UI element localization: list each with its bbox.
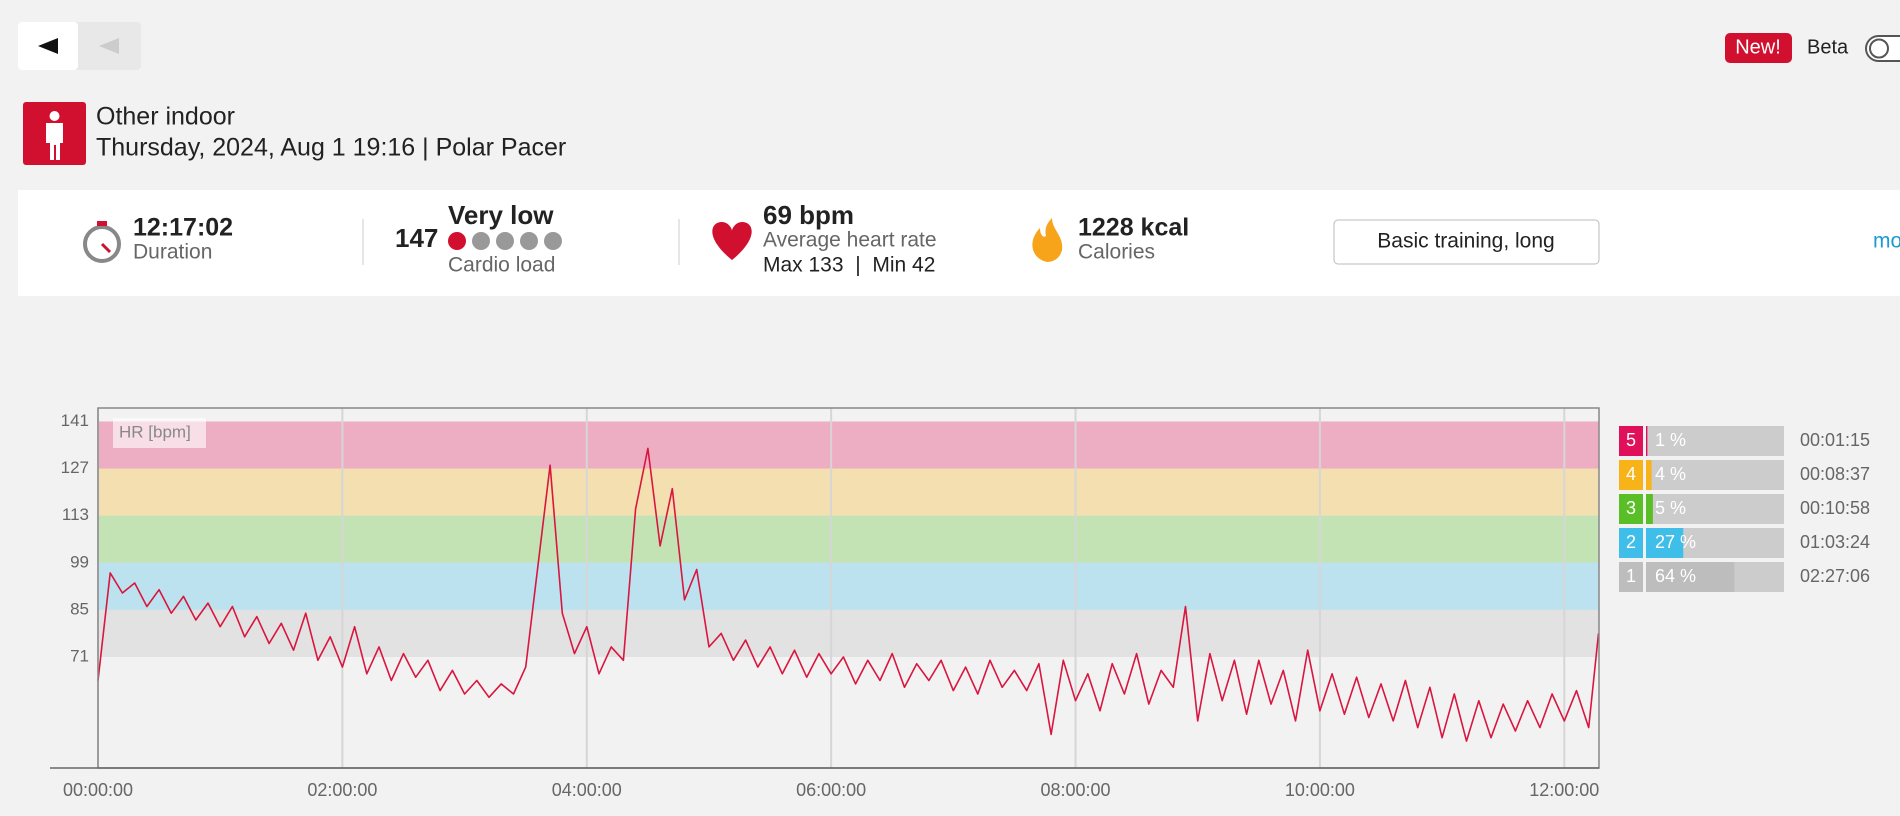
sport-name: Other indoor <box>96 103 235 131</box>
hr-chart: 00:00:00 02:00:00 04:00:00 06:00:00 08:00:00… <box>50 407 1870 800</box>
zone-number: 5 <box>1626 430 1636 450</box>
y-tick-label: 71 <box>70 646 89 665</box>
prev-icon <box>38 38 58 54</box>
benefit-text: Basic training, long <box>1377 230 1554 253</box>
x-tick-label: 06:00:00 <box>796 780 866 800</box>
zone-percent: 5 % <box>1655 498 1686 518</box>
zone-bar-bg <box>1646 460 1784 490</box>
zone-duration: 00:08:37 <box>1800 464 1870 484</box>
x-tick-label: 10:00:00 <box>1285 780 1355 800</box>
person-head <box>49 111 60 121</box>
dot <box>544 232 562 250</box>
x-tick-label: 02:00:00 <box>307 780 377 800</box>
zone-bar <box>1646 460 1652 490</box>
y-tick-label: 141 <box>61 411 89 430</box>
zone-band <box>98 562 1599 610</box>
zone-duration: 00:01:15 <box>1800 430 1870 450</box>
flame-icon <box>1032 218 1063 262</box>
y-tick-label: 99 <box>70 552 89 571</box>
zone-bar-bg <box>1646 494 1784 524</box>
x-tick-label: 12:00:00 <box>1529 780 1599 800</box>
stopwatch-icon <box>83 225 121 263</box>
stopwatch-hand <box>100 242 112 254</box>
hr-line <box>97 447 1600 742</box>
y-axis-label: HR [bpm] <box>119 422 191 441</box>
zone-percent: 1 % <box>1655 430 1686 450</box>
zone-bar <box>1646 426 1648 456</box>
y-tick-label: 85 <box>70 599 89 618</box>
zone-number: 1 <box>1626 566 1636 586</box>
zone-bar-bg <box>1646 426 1784 456</box>
zone-bar <box>1646 562 1735 592</box>
zone-duration: 01:03:24 <box>1800 532 1870 552</box>
cardio-label: Cardio load <box>448 254 555 277</box>
stopwatch-top <box>97 221 107 226</box>
heart-icon <box>712 222 752 260</box>
zone-bar <box>1646 528 1684 558</box>
x-tick-label: 04:00:00 <box>552 780 622 800</box>
y-tick-label: 113 <box>62 505 89 524</box>
cardio-value: 147 <box>395 223 438 253</box>
beta-label: Beta <box>1807 36 1849 58</box>
dot <box>448 232 466 250</box>
toggle-knob <box>1869 38 1889 59</box>
zone-bar <box>1646 494 1653 524</box>
benefit-button[interactable] <box>1333 219 1600 265</box>
zone-number: 2 <box>1626 532 1636 552</box>
hr-label: Average heart rate <box>763 229 937 252</box>
new-badge <box>1725 33 1792 63</box>
cardio-dots <box>448 232 562 250</box>
hr-maxmin: Max 133 | Min 42 <box>763 254 935 277</box>
zone-number: 3 <box>1626 498 1636 518</box>
zone-band <box>98 421 1599 469</box>
calories-value: 1228 kcal <box>1078 214 1189 242</box>
zone-duration: 00:10:58 <box>1800 498 1870 518</box>
zone-swatch <box>1619 460 1643 490</box>
duration-value: 12:17:02 <box>133 214 233 242</box>
session-info: Thursday, 2024, Aug 1 19:16 | Polar Pace… <box>96 134 566 162</box>
zone-percent: 64 % <box>1655 566 1696 586</box>
y-label-box <box>113 418 206 448</box>
hr-average: 69 bpm <box>763 200 854 230</box>
y-tick-label: 127 <box>61 458 89 477</box>
zone-percent: 27 % <box>1655 532 1696 552</box>
summary-panel <box>18 190 1900 296</box>
x-tick-label: 00:00:00 <box>63 780 133 800</box>
zone-duration: 02:27:06 <box>1800 566 1870 586</box>
duration-label: Duration <box>133 241 212 264</box>
calories-label: Calories <box>1078 241 1155 264</box>
dot <box>472 232 490 250</box>
cardio-status: Very low <box>448 200 554 230</box>
dot <box>496 232 514 250</box>
more-link[interactable]: mo <box>1873 230 1900 253</box>
zone-band <box>98 515 1599 563</box>
dot <box>520 232 538 250</box>
person-body <box>46 123 63 160</box>
zone-swatch <box>1619 494 1643 524</box>
zone-band <box>98 468 1599 516</box>
zone-swatch <box>1619 562 1643 592</box>
badge-text: New! <box>1735 36 1781 58</box>
zone-number: 4 <box>1626 464 1636 484</box>
plot-area <box>98 408 1599 768</box>
zone-percent: 4 % <box>1655 464 1686 484</box>
zone-swatch <box>1619 528 1643 558</box>
zone-swatch <box>1619 426 1643 456</box>
next-button[interactable] <box>99 38 119 54</box>
x-tick-label: 08:00:00 <box>1040 780 1110 800</box>
